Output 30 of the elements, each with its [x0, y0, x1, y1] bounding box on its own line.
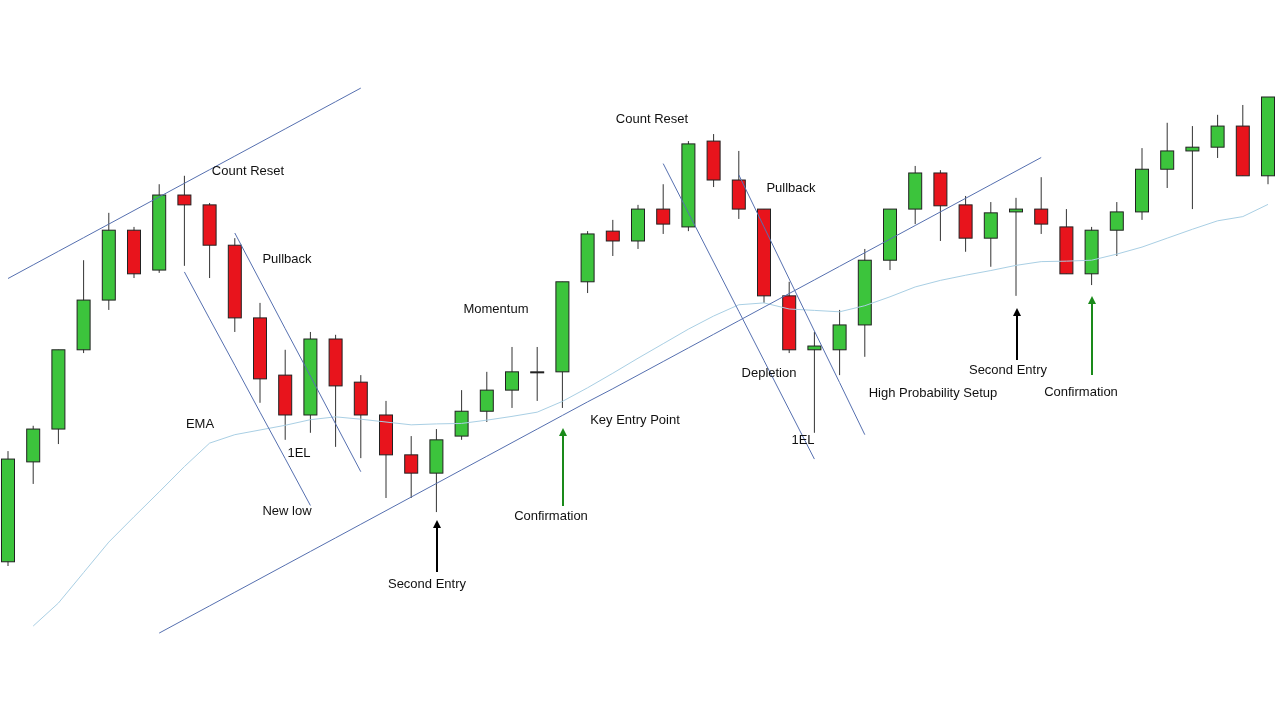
annotation: Confirmation [514, 508, 588, 524]
annotation: Count Reset [211, 163, 285, 179]
candlestick [807, 331, 822, 434]
candlestick [177, 175, 192, 267]
annotation: Count Reset [615, 111, 689, 127]
candlestick [656, 183, 671, 235]
candlestick [1185, 125, 1200, 210]
candlestick [404, 435, 419, 499]
annotation: New low [262, 503, 313, 519]
annotation: EMA [185, 416, 215, 432]
candlestick [1034, 176, 1049, 235]
annotation: Pullback [262, 251, 313, 267]
annotation: Second Entry [968, 362, 1048, 378]
candlestick [1210, 114, 1225, 159]
text: Second Entry [387, 576, 467, 592]
candlestick [1109, 201, 1124, 257]
annotation: 1EL [287, 445, 311, 461]
annotation: Confirmation [1044, 384, 1118, 400]
candlestick [530, 346, 545, 402]
candlestick [505, 346, 519, 409]
candlestick [1009, 197, 1023, 297]
annotation: Key Entry Point [590, 412, 681, 428]
annotation: 1EL [791, 432, 815, 448]
candlestick [605, 219, 620, 257]
annotation: Depletion [741, 365, 797, 381]
annotation: High Probability Setup [868, 385, 998, 401]
annotation: Pullback [766, 180, 817, 196]
candlestick [1160, 122, 1175, 189]
candlestick [479, 371, 494, 423]
annotation: Momentum [463, 301, 529, 317]
